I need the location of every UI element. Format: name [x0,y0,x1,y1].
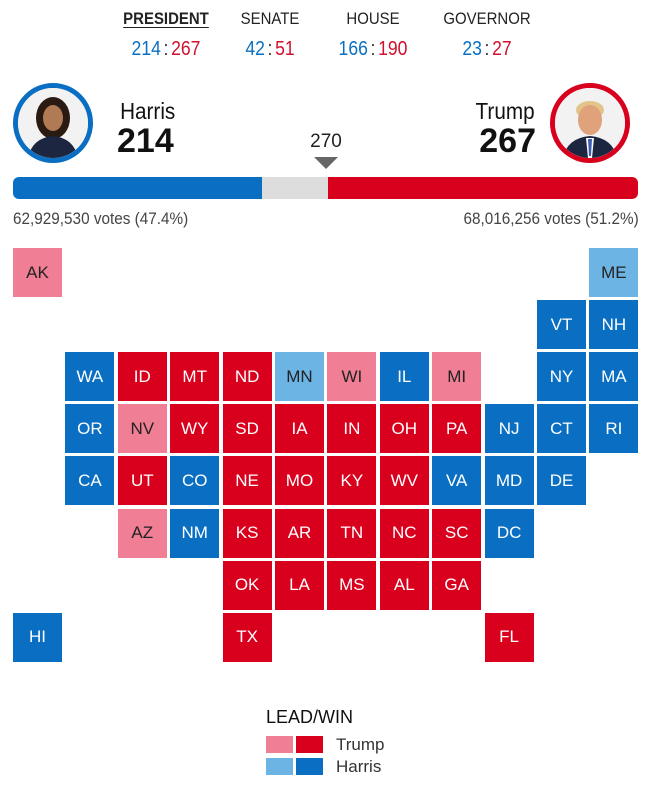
rep-count: 51 [275,38,295,60]
trump-electoral-votes: 267 [479,122,536,160]
senate-score: 42:51 [222,38,319,61]
president-score: 214:267 [118,38,215,61]
state-tile-mo[interactable]: MO [275,456,324,506]
state-tile-wy[interactable]: WY [170,404,220,454]
state-tile-nj[interactable]: NJ [484,404,534,454]
state-tile-nc[interactable]: NC [379,508,429,558]
state-tile-tn[interactable]: TN [327,508,377,558]
state-tile-la[interactable]: LA [275,560,324,610]
separator: : [484,38,490,60]
state-tile-ms[interactable]: MS [327,560,377,610]
state-tile-ct[interactable]: CT [537,404,586,454]
state-tile-wa[interactable]: WA [65,352,115,402]
state-tile-il[interactable]: IL [379,352,429,402]
state-tile-de[interactable]: DE [537,456,586,506]
state-tile-pa[interactable]: PA [432,404,482,454]
state-tile-dc[interactable]: DC [484,508,534,558]
trump-popular-vote: 68,016,256 votes (51.2%) [463,209,639,228]
state-tile-fl[interactable]: FL [484,612,534,662]
rep-count: 267 [171,38,201,60]
dem-count: 42 [245,38,265,60]
trump-name: Trump [475,98,535,124]
state-tile-ia[interactable]: IA [275,404,324,454]
harris-avatar [13,83,93,163]
state-tile-ny[interactable]: NY [537,352,586,402]
state-tile-mt[interactable]: MT [170,352,220,402]
governor-score: 23:27 [439,38,536,61]
legend-title: LEAD/WIN [266,707,354,727]
state-tile-ut[interactable]: UT [117,456,167,506]
state-tile-sc[interactable]: SC [432,508,482,558]
harris-popular-vote: 62,929,530 votes (47.4%) [13,209,189,228]
state-tile-va[interactable]: VA [432,456,482,506]
state-tile-nv[interactable]: NV [117,404,167,454]
state-tile-az[interactable]: AZ [117,508,167,558]
rep-count: 190 [378,38,408,60]
state-tile-me[interactable]: ME [589,248,639,297]
trump-lead-swatch [266,736,293,753]
state-tile-md[interactable]: MD [484,456,534,506]
dem-count: 23 [462,38,482,60]
harris-lead-swatch [266,758,293,775]
state-tile-ks[interactable]: KS [222,508,272,558]
trump-avatar [550,83,630,163]
state-tile-or[interactable]: OR [65,404,115,454]
state-tile-mi[interactable]: MI [432,352,482,402]
threshold-label: 270 [310,131,342,152]
state-tile-oh[interactable]: OH [379,404,429,454]
state-tile-ca[interactable]: CA [65,456,115,506]
state-tile-ma[interactable]: MA [589,352,639,402]
separator: : [370,38,376,60]
harris-win-swatch [296,758,323,775]
state-tile-nd[interactable]: ND [222,352,272,402]
state-tile-tx[interactable]: TX [222,612,272,662]
harris-bar-segment [13,177,262,199]
state-tile-id[interactable]: ID [117,352,167,402]
tab-senate[interactable]: SENATE [240,9,300,28]
separator: : [267,38,273,60]
house-score: 166:190 [325,38,422,61]
separator: : [163,38,169,60]
harris-portrait-icon [18,88,88,158]
harris-electoral-votes: 214 [117,122,174,160]
dem-count: 214 [131,38,161,60]
legend-harris-label: Harris [336,757,382,776]
state-tile-ri[interactable]: RI [589,404,639,454]
state-tile-ok[interactable]: OK [222,560,272,610]
state-tile-ky[interactable]: KY [327,456,377,506]
state-tile-nm[interactable]: NM [170,508,220,558]
trump-win-swatch [296,736,323,753]
state-tile-sd[interactable]: SD [222,404,272,454]
threshold-marker-icon [314,157,338,169]
state-tile-ga[interactable]: GA [432,560,482,610]
state-tile-ar[interactable]: AR [275,508,324,558]
state-tile-wv[interactable]: WV [379,456,429,506]
trump-portrait-icon [555,88,625,158]
trump-bar-segment [327,177,638,199]
state-tile-mn[interactable]: MN [275,352,324,402]
state-tile-nh[interactable]: NH [589,300,639,350]
state-tile-al[interactable]: AL [379,560,429,610]
harris-name: Harris [120,98,176,124]
state-tile-ne[interactable]: NE [222,456,272,506]
rep-count: 27 [492,38,512,60]
state-tile-vt[interactable]: VT [537,300,586,350]
state-tile-wi[interactable]: WI [327,352,377,402]
legend-trump-label: Trump [336,735,385,754]
state-tile-in[interactable]: IN [327,404,377,454]
dem-count: 166 [338,38,368,60]
tab-president[interactable]: PRESIDENT [123,9,209,28]
state-tile-co[interactable]: CO [170,456,220,506]
tab-governor[interactable]: GOVERNOR [443,9,531,28]
tab-house[interactable]: HOUSE [346,9,400,28]
state-tile-ak[interactable]: AK [13,248,62,297]
state-tile-hi[interactable]: HI [13,612,62,662]
